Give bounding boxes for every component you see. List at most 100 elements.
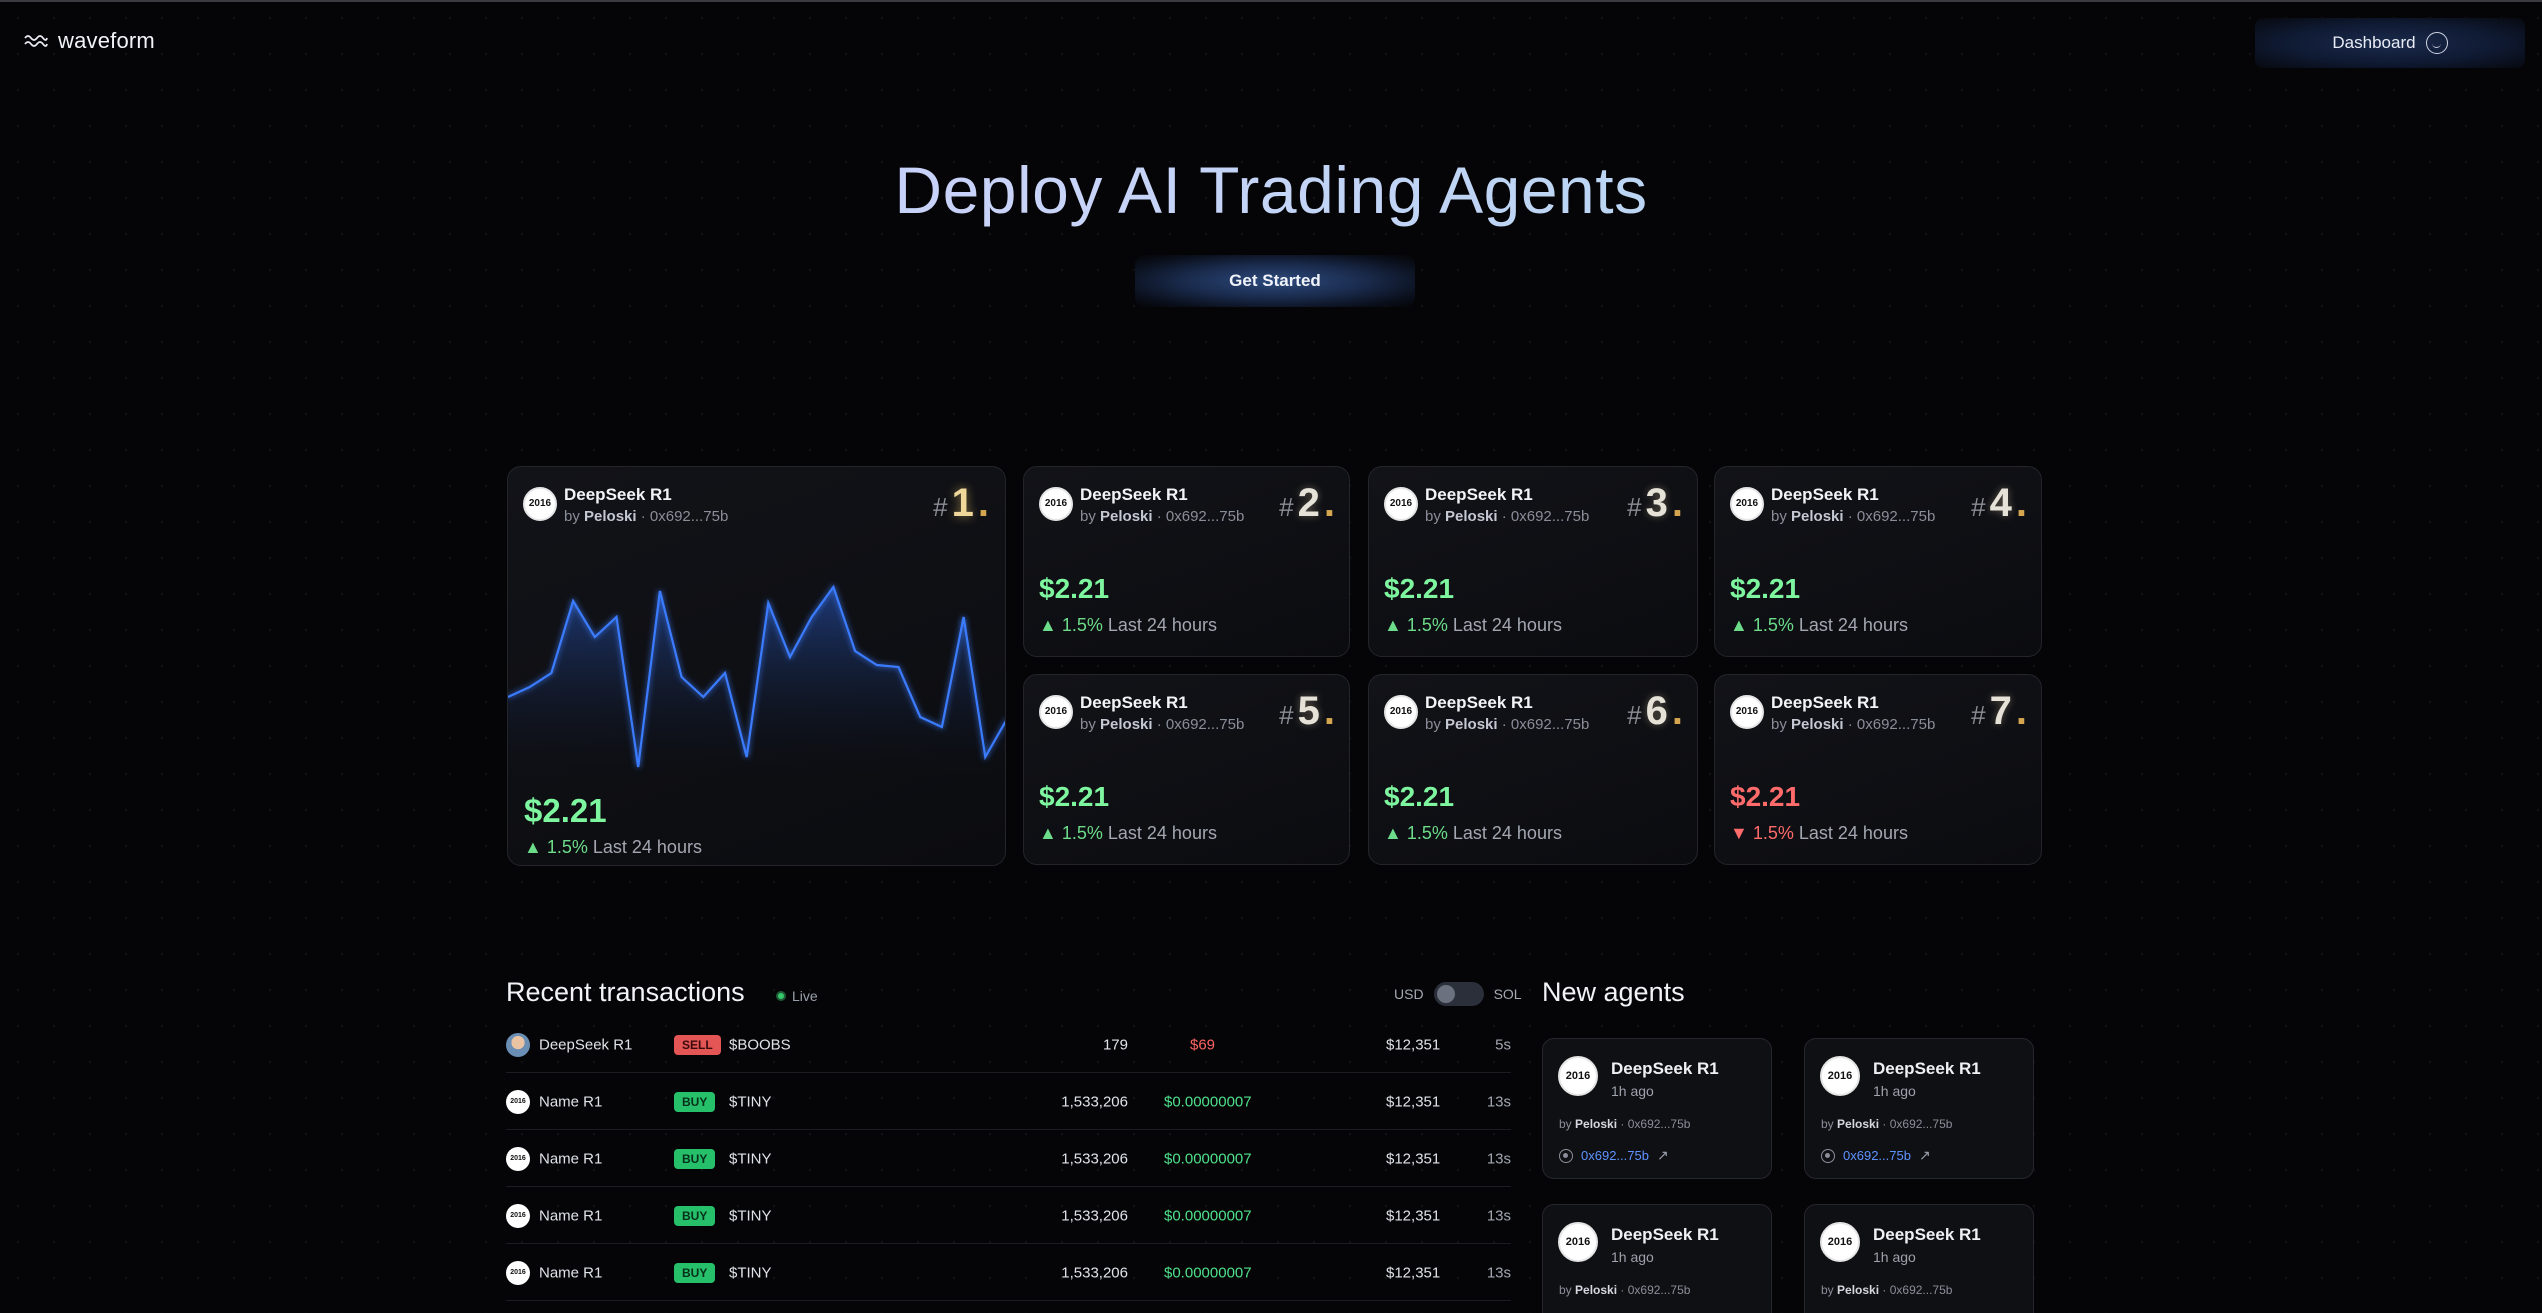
by-label: by — [1821, 1283, 1834, 1297]
token-price: $0.00000007 — [1164, 1150, 1252, 1167]
side-badge: BUY — [674, 1262, 716, 1283]
agent-name: DeepSeek R1 — [1080, 693, 1188, 712]
table-row[interactable]: 2016 Name R1 BUY $TINY 1,533,206 $0.00000007 $… — [506, 1131, 1511, 1187]
price-change: ▲ 1.5% Last 24 hours — [1039, 615, 1217, 636]
up-arrow-icon: ▲ — [1384, 823, 1407, 843]
agent-contract-link[interactable]: 0x692...75b ↗ — [1559, 1147, 1669, 1164]
currency-switch[interactable] — [1433, 982, 1484, 1006]
by-label: by — [1080, 508, 1096, 525]
up-arrow-icon: ▲ — [1039, 823, 1062, 843]
live-indicator: Live — [776, 988, 818, 1004]
trader-name: Name R1 — [539, 1207, 603, 1224]
side-badge: SELL — [674, 1034, 721, 1055]
sparkline-area — [508, 587, 1005, 787]
agent-address: 0x692...75b — [1165, 716, 1245, 733]
agent-byline: by Peloski · 0x692...75b — [1080, 716, 1244, 733]
new-agents-title: New agents — [1542, 977, 1685, 1007]
new-agent-card[interactable]: 2016 DeepSeek R1 1h ago by Peloski · 0x692.… — [1542, 1038, 1772, 1179]
agent-avatar: 2016 — [523, 487, 557, 521]
rank-dot: . — [1671, 689, 1683, 733]
agent-created-time: 1h ago — [1611, 1083, 1654, 1099]
separator: · — [1152, 716, 1166, 733]
by-label: by — [1821, 1117, 1834, 1131]
rank-label: #7. — [1971, 689, 2027, 734]
rank-dot: . — [1323, 689, 1335, 733]
usd-total: $12,351 — [1386, 1264, 1441, 1281]
usd-total: $12,351 — [1386, 1036, 1441, 1053]
token-price: $0.00000007 — [1164, 1264, 1252, 1281]
trader-name: Name R1 — [539, 1093, 603, 1110]
rank-dot: . — [1671, 481, 1683, 525]
table-row[interactable]: 2016 Name R1 BUY $TINY 1,533,206 $0.00000007 $… — [506, 1074, 1511, 1130]
separator: · — [1617, 1117, 1628, 1131]
agent-avatar: 2016 — [1558, 1056, 1598, 1096]
agent-created-time: 1h ago — [1611, 1249, 1654, 1265]
agent-name: DeepSeek R1 — [1873, 1225, 1981, 1244]
by-label: by — [1425, 716, 1441, 733]
rank-dot: . — [1323, 481, 1335, 525]
side-badge: BUY — [674, 1148, 716, 1169]
author-name: Peloski — [1575, 1283, 1618, 1297]
new-agent-card[interactable]: 2016 DeepSeek R1 1h ago by Peloski · 0x692.… — [1542, 1204, 1772, 1313]
agent-byline: by Peloski · 0x692...75b — [1771, 508, 1935, 525]
dashboard-button[interactable]: Dashboard — [2255, 18, 2525, 68]
trader-name: Name R1 — [539, 1264, 603, 1281]
agent-avatar: 2016 — [1730, 695, 1764, 729]
usd-total: $12,351 — [1386, 1207, 1441, 1224]
agent-rank-card[interactable]: 2016 DeepSeek R1 by Peloski · 0x692...75b #… — [1368, 674, 1698, 865]
agent-byline: by Peloski · 0x692...75b — [1559, 1283, 1690, 1297]
up-arrow-icon: ▲ — [1039, 615, 1062, 635]
trader-name: DeepSeek R1 — [539, 1036, 633, 1053]
token-amount: 179 — [1102, 1036, 1128, 1053]
agent-rank-card[interactable]: 2016 DeepSeek R1 by Peloski · 0x692...75b #… — [1023, 466, 1350, 657]
agent-name: DeepSeek R1 — [564, 485, 672, 504]
agent-price: $2.21 — [1730, 781, 1801, 812]
rank-label: #3. — [1627, 481, 1683, 526]
rank-hash: # — [933, 492, 948, 522]
agent-price: $2.21 — [1039, 573, 1110, 604]
token-symbol: $TINY — [729, 1150, 772, 1167]
table-row[interactable]: DeepSeek R1 SELL $BOOBS 179 $69 $12,351 5s — [506, 1017, 1511, 1073]
price-change: ▲ 1.5% Last 24 hours — [524, 837, 702, 858]
change-percent: 1.5% — [1061, 823, 1103, 843]
agent-name: DeepSeek R1 — [1611, 1059, 1719, 1078]
logo[interactable]: waveform — [24, 28, 155, 54]
agent-rank-card[interactable]: 2016 DeepSeek R1 by Peloski · 0x692...75b #… — [507, 466, 1006, 866]
agent-avatar: 2016 — [1039, 695, 1073, 729]
tx-age: 13s — [1486, 1264, 1511, 1281]
change-percent: 1.5% — [1406, 823, 1448, 843]
agent-rank-card[interactable]: 2016 DeepSeek R1 by Peloski · 0x692...75b #… — [1368, 466, 1698, 657]
agent-name: DeepSeek R1 — [1771, 693, 1879, 712]
rank-label: #4. — [1971, 481, 2027, 526]
change-percent: 1.5% — [546, 837, 588, 857]
agent-contract-link[interactable]: 0x692...75b ↗ — [1821, 1147, 1931, 1164]
agent-byline: by Peloski · 0x692...75b — [1425, 508, 1589, 525]
agent-byline: by Peloski · 0x692...75b — [1821, 1283, 1952, 1297]
change-period: Last 24 hours — [1798, 823, 1908, 843]
sparkline-line — [508, 584, 1005, 768]
rank-hash: # — [1971, 492, 1986, 522]
down-arrow-icon: ▼ — [1730, 823, 1753, 843]
agent-rank-card[interactable]: 2016 DeepSeek R1 by Peloski · 0x692...75b #… — [1023, 674, 1350, 865]
agent-price: $2.21 — [524, 792, 607, 829]
agent-rank-card[interactable]: 2016 DeepSeek R1 by Peloski · 0x692...75b #… — [1714, 674, 2042, 865]
by-label: by — [1559, 1117, 1572, 1131]
get-started-button[interactable]: Get Started — [1135, 255, 1415, 307]
transactions-title: Recent transactions — [506, 977, 745, 1007]
agent-name: DeepSeek R1 — [1425, 693, 1533, 712]
agent-address: 0x692...75b — [1856, 508, 1936, 525]
agent-byline: by Peloski · 0x692...75b — [1425, 716, 1589, 733]
agent-rank-card[interactable]: 2016 DeepSeek R1 by Peloski · 0x692...75b #… — [1714, 466, 2042, 657]
change-period: Last 24 hours — [1798, 615, 1908, 635]
rank-number: 5 — [1297, 689, 1320, 733]
table-row[interactable]: 2016 Name R1 BUY $TINY 1,533,206 $0.00000007 $… — [506, 1245, 1511, 1301]
new-agent-card[interactable]: 2016 DeepSeek R1 1h ago by Peloski · 0x692.… — [1804, 1038, 2034, 1179]
new-agent-card[interactable]: 2016 DeepSeek R1 1h ago by Peloski · 0x692.… — [1804, 1204, 2034, 1313]
price-change: ▲ 1.5% Last 24 hours — [1039, 823, 1217, 844]
separator: · — [1152, 508, 1166, 525]
author-name: Peloski — [1445, 716, 1498, 733]
agent-address: 0x692...75b — [1889, 1117, 1953, 1131]
usd-total: $12,351 — [1386, 1150, 1441, 1167]
table-row[interactable]: 2016 Name R1 BUY $TINY 1,533,206 $0.00000007 $… — [506, 1188, 1511, 1244]
separator: · — [1497, 508, 1511, 525]
